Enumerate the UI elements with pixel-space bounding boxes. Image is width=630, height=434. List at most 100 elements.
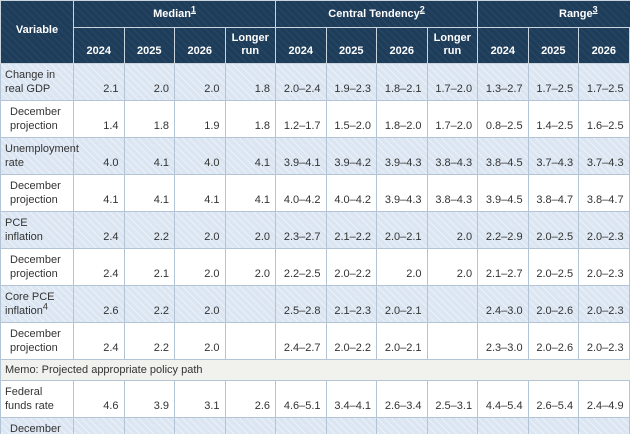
value-cell: 1.4–2.5 xyxy=(527,100,580,138)
value-cell: 3.4–4.1 xyxy=(325,380,378,418)
value-cell: 2.2 xyxy=(123,322,175,360)
year-header: 2025 xyxy=(123,27,175,64)
variable-label: December projection xyxy=(10,328,61,354)
variable-cell: Unemployment rate xyxy=(0,137,79,175)
value-cell: 2.5–3.0 xyxy=(426,417,479,434)
memo-row-label: Memo: Projected appropriate policy path xyxy=(0,359,630,381)
year-header: Longer run xyxy=(224,27,277,64)
value-cell: 2.9 xyxy=(174,417,226,434)
footnote-2-link[interactable]: 2 xyxy=(419,4,425,15)
value-cell: 2.0 xyxy=(174,322,226,360)
value-cell: 2.0 xyxy=(174,211,226,249)
value-cell: 1.9 xyxy=(174,100,226,138)
value-cell: 3.7–4.3 xyxy=(527,137,580,175)
value-cell: 2.4 xyxy=(73,248,125,286)
value-cell: 2.0–2.2 xyxy=(325,248,378,286)
table-row: December projection4.63.62.92.54.4–4.93.… xyxy=(0,417,630,434)
value-cell: 2.0 xyxy=(224,248,277,286)
value-cell: 2.0–2.1 xyxy=(376,322,428,360)
value-cell: 2.4–3.0 xyxy=(477,285,529,323)
year-header: 2024 xyxy=(477,27,529,64)
value-cell: 2.6–3.4 xyxy=(376,380,428,418)
value-cell: 2.2 xyxy=(123,211,175,249)
group-header-row: Variable Median1 Central Tendency2 Range3 xyxy=(0,0,630,64)
value-cell: 3.9–5.4 xyxy=(477,417,529,434)
value-cell: 4.1 xyxy=(224,174,277,212)
value-cell: 4.6 xyxy=(73,380,125,418)
value-cell: 2.0–2.3 xyxy=(578,285,630,323)
year-header: 2024 xyxy=(73,27,125,64)
variable-label: Change in real GDP xyxy=(5,69,56,95)
value-cell: 2.3–2.7 xyxy=(275,211,327,249)
year-header: Longer run xyxy=(426,27,479,64)
value-cell: 1.2–1.7 xyxy=(275,100,327,138)
value-cell: 1.7–2.5 xyxy=(578,63,630,101)
variable-cell: Federal funds rate xyxy=(0,380,74,418)
value-cell: 2.4–4.9 xyxy=(578,380,630,418)
value-cell: 3.9 xyxy=(123,380,175,418)
value-cell: 2.0–2.5 xyxy=(527,248,580,286)
variable-label: Core PCE inflation xyxy=(5,291,55,317)
value-cell: 3.7–4.3 xyxy=(578,137,630,175)
value-cell: 2.1–2.7 xyxy=(477,248,529,286)
variable-cell: December projection xyxy=(0,417,74,434)
value-cell: 4.4–5.4 xyxy=(477,380,529,418)
value-cell: 3.9–4.5 xyxy=(477,174,529,212)
value-cell: 2.0–2.6 xyxy=(527,322,580,360)
value-cell: 2.0–2.3 xyxy=(578,322,630,360)
footnote-3-link[interactable]: 3 xyxy=(592,4,598,15)
value-cell: 4.1 xyxy=(224,137,277,175)
variable-cell: Core PCE inflation4 xyxy=(0,285,74,323)
value-cell: 0.8–2.5 xyxy=(477,100,529,138)
value-cell: 1.8–2.1 xyxy=(376,63,428,101)
value-cell: 3.9–4.3 xyxy=(376,174,428,212)
value-cell: 1.8–2.0 xyxy=(376,100,428,138)
value-cell: 1.8 xyxy=(224,100,277,138)
value-cell: 3.9–4.2 xyxy=(325,137,378,175)
value-cell: 3.6 xyxy=(123,417,175,434)
value-cell: 2.4–2.7 xyxy=(275,322,327,360)
value-cell: 4.1 xyxy=(123,174,175,212)
value-cell: 3.1 xyxy=(174,380,226,418)
value-cell: 2.0–2.3 xyxy=(578,211,630,249)
variable-label: Federal funds rate xyxy=(5,386,54,412)
variable-cell: December projection xyxy=(0,100,74,138)
memo-row: Memo: Projected appropriate policy path xyxy=(0,359,630,381)
value-cell: 2.5–3.1 xyxy=(426,380,479,418)
variable-cell: Change in real GDP xyxy=(0,63,74,101)
value-cell: 2.2 xyxy=(123,285,175,323)
footnote-4-ref[interactable]: 4 xyxy=(42,301,48,312)
year-header: 2026 xyxy=(376,27,428,64)
variable-column-header: Variable xyxy=(0,0,74,64)
value-cell: 1.8 xyxy=(123,100,175,138)
group-label: Central Tendency xyxy=(328,8,420,20)
table-header: Variable Median1 Central Tendency2 Range3 … xyxy=(0,0,630,64)
table-row: December projection 1.4 1.8 1.9 1.8 1.2–1.7 1.… xyxy=(0,100,630,138)
value-cell: 2.1–2.3 xyxy=(325,285,378,323)
value-cell: 1.3–2.7 xyxy=(477,63,529,101)
table-row: Core PCE inflation4 2.6 2.2 2.0 2.5–2.8 2.1–2… xyxy=(0,285,630,323)
value-cell: 2.1 xyxy=(73,63,125,101)
value-cell: 2.4 xyxy=(73,211,125,249)
value-cell xyxy=(224,285,277,323)
value-cell: 2.0–2.1 xyxy=(376,285,428,323)
value-cell: 4.1 xyxy=(123,137,175,175)
footnote-1-link[interactable]: 1 xyxy=(190,4,196,15)
value-cell: 2.3–3.0 xyxy=(477,322,529,360)
table-row: December projection 2.4 2.1 2.0 2.0 2.2–2.5 2.… xyxy=(0,248,630,286)
value-cell: 4.0–4.2 xyxy=(275,174,327,212)
value-cell: 2.2–2.5 xyxy=(275,248,327,286)
variable-label: December projection xyxy=(10,254,61,280)
value-cell: 2.0 xyxy=(174,285,226,323)
year-header: 2026 xyxy=(174,27,226,64)
group-header-central-tendency: Central Tendency2 xyxy=(275,0,479,28)
variable-cell: December projection xyxy=(0,248,74,286)
value-cell: 2.5–2.8 xyxy=(275,285,327,323)
table-row: PCE inflation 2.4 2.2 2.0 2.0 2.3–2.7 2.1–2.2 2… xyxy=(0,211,630,249)
value-cell: 4.0 xyxy=(73,137,125,175)
value-cell: 4.0 xyxy=(174,137,226,175)
year-header: 2025 xyxy=(325,27,378,64)
value-cell: 3.8–4.7 xyxy=(527,174,580,212)
value-cell: 4.0–4.2 xyxy=(325,174,378,212)
